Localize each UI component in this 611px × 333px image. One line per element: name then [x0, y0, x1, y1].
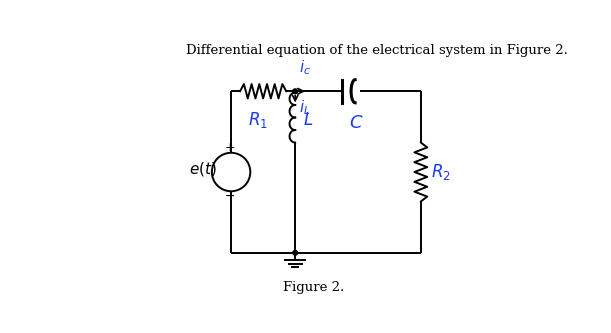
Text: Figure 2.: Figure 2. [282, 281, 344, 294]
Text: $i_c$: $i_c$ [299, 58, 311, 77]
Text: −: − [225, 190, 235, 203]
Text: $e(t)$: $e(t)$ [189, 161, 217, 178]
Text: Differential equation of the electrical system in Figure 2.: Differential equation of the electrical … [186, 44, 568, 57]
Text: $R_1$: $R_1$ [248, 111, 268, 131]
Circle shape [293, 89, 298, 94]
Text: $R_2$: $R_2$ [431, 162, 451, 182]
Text: $i_L$: $i_L$ [299, 99, 310, 117]
Text: +: + [224, 141, 235, 154]
Text: $L$: $L$ [304, 112, 313, 129]
Text: $C$: $C$ [349, 114, 364, 132]
Circle shape [293, 250, 298, 255]
